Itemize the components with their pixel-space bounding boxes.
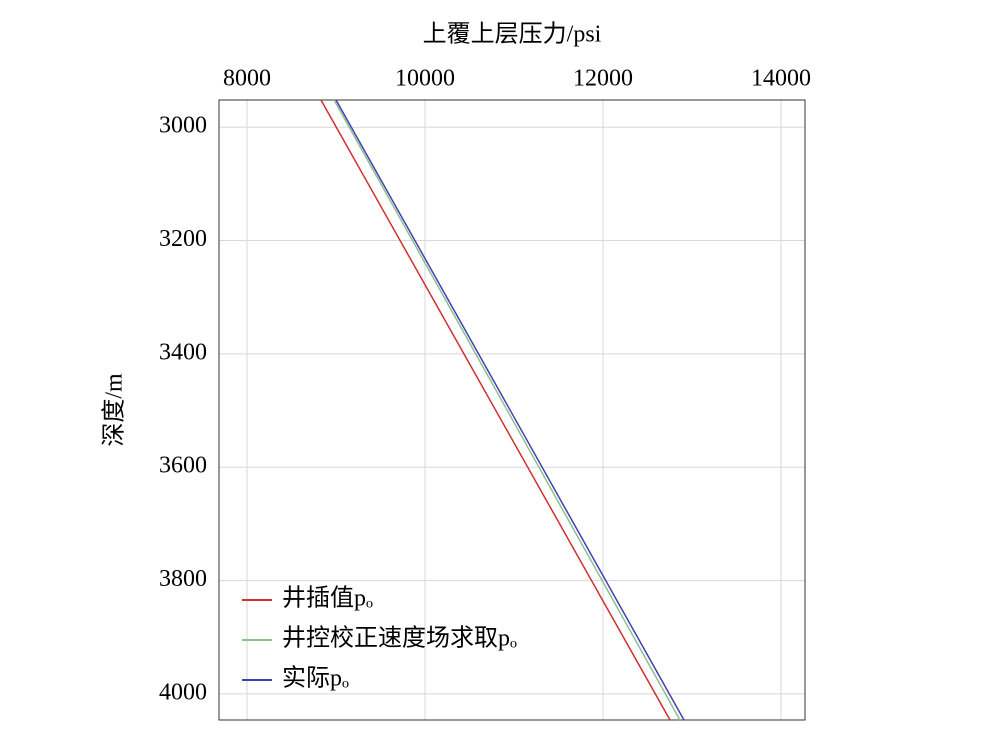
legend-label: 实际pₒ [282, 665, 349, 692]
legend-label: 井控校正速度场求取pₒ [282, 625, 517, 652]
y-tick-label: 3000 [159, 113, 207, 139]
y-tick-label: 3800 [159, 566, 207, 592]
y-tick-label: 3600 [159, 453, 207, 479]
series-line [335, 99, 685, 721]
x-tick-label: 12000 [573, 66, 633, 92]
axis-title: 上覆上层压力/psi [423, 21, 602, 48]
y-tick-label: 3200 [159, 226, 207, 252]
y-tick-label: 4000 [159, 679, 207, 705]
series-line [320, 99, 671, 721]
x-tick-label: 8000 [223, 66, 271, 92]
y-axis-label: 深度/m [101, 373, 128, 447]
plot-frame [218, 99, 806, 721]
series-line [333, 99, 681, 721]
x-tick-label: 14000 [751, 66, 811, 92]
y-tick-label: 3400 [159, 339, 207, 365]
x-tick-label: 10000 [395, 66, 455, 92]
legend-label: 井插值pₒ [282, 585, 373, 612]
